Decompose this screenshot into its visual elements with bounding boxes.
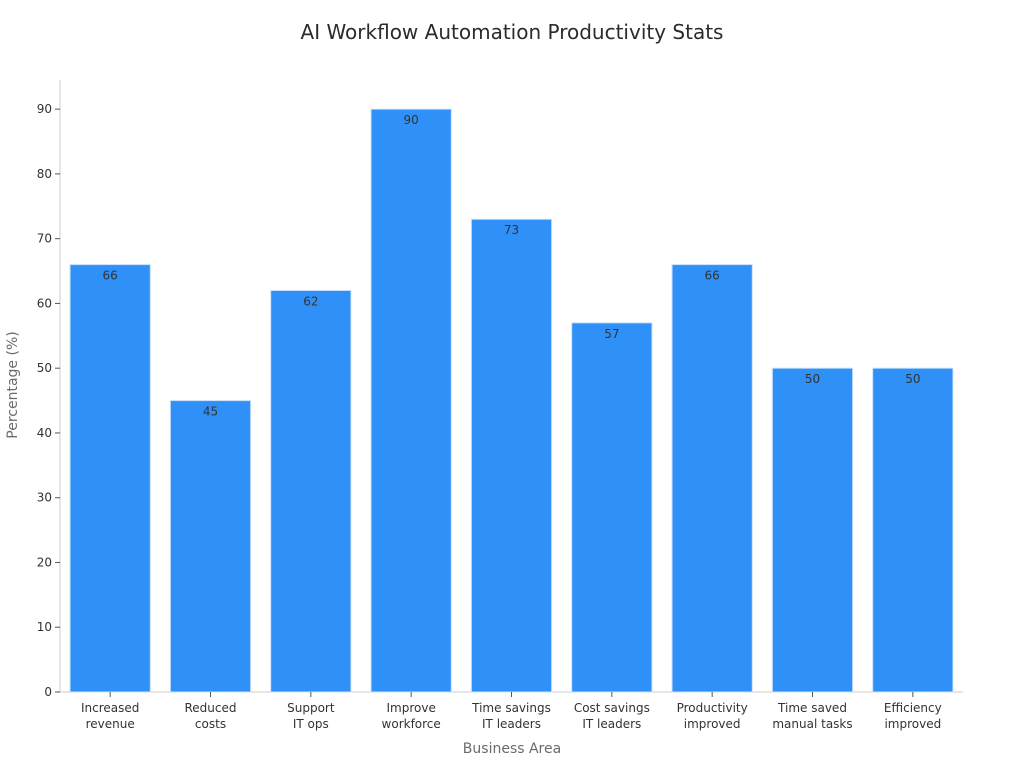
- x-tick-label: Efficiency improved: [884, 701, 942, 731]
- y-tick-label: 20: [37, 555, 52, 569]
- x-tick-label-line: Efficiency: [884, 701, 942, 715]
- bar-value-label: 57: [604, 327, 619, 341]
- y-tick-label: 10: [37, 620, 52, 634]
- bar-value-label: 50: [805, 372, 820, 386]
- bar: [169, 400, 252, 693]
- x-tick-label: Reduced costs: [184, 701, 236, 731]
- y-tick-label: 90: [37, 102, 52, 116]
- y-tick-label: 80: [37, 167, 52, 181]
- bar: [69, 264, 151, 693]
- x-tick-label-line: IT leaders: [482, 717, 541, 731]
- x-tick-label: Improve workforce: [382, 701, 441, 731]
- x-tick-label-line: improved: [884, 717, 941, 731]
- x-tick-label: Time saved manual tasks: [772, 701, 852, 731]
- x-tick-label-line: Increased: [81, 701, 139, 715]
- x-tick-label-line: costs: [195, 717, 226, 731]
- x-tick-label-line: IT ops: [293, 717, 329, 731]
- x-tick-label-line: Improve: [386, 701, 435, 715]
- x-tick-label-line: revenue: [86, 717, 135, 731]
- bar: [470, 218, 553, 693]
- x-tick-label-line: IT leaders: [582, 717, 641, 731]
- x-tick-label-line: Cost savings: [574, 701, 650, 715]
- x-tick-label-line: manual tasks: [772, 717, 852, 731]
- y-tick-label: 70: [37, 232, 52, 246]
- bar: [571, 322, 653, 693]
- x-tick-label-line: Time saved: [777, 701, 847, 715]
- x-tick-label-line: Reduced: [184, 701, 236, 715]
- y-tick-label: 60: [37, 296, 52, 310]
- x-tick-label: Support IT ops: [287, 701, 335, 731]
- bar-value-label: 90: [404, 113, 419, 127]
- y-tick-label: 50: [37, 361, 52, 375]
- bar: [270, 289, 352, 693]
- bar-value-label: 66: [705, 269, 720, 283]
- x-tick-label-line: Time savings: [471, 701, 551, 715]
- y-tick-label: 30: [37, 491, 52, 505]
- bar: [771, 367, 854, 693]
- bar-value-label: 50: [905, 372, 920, 386]
- bar-value-label: 62: [303, 294, 318, 308]
- bar: [872, 367, 954, 693]
- x-tick-label-line: improved: [684, 717, 741, 731]
- y-tick-label: 40: [37, 426, 52, 440]
- x-tick-label: Increased revenue: [81, 701, 139, 731]
- bar: [370, 108, 452, 693]
- chart-title: AI Workflow Automation Productivity Stat…: [300, 20, 724, 44]
- bar-value-label: 73: [504, 223, 519, 237]
- bar: [671, 264, 753, 693]
- x-tick-label: Cost savings IT leaders: [574, 701, 650, 731]
- x-tick-label-line: workforce: [382, 717, 441, 731]
- x-tick-label-line: Support: [287, 701, 335, 715]
- x-tick-label: Time savings IT leaders: [471, 701, 551, 731]
- bar-value-label: 66: [103, 269, 118, 283]
- y-tick-label: 0: [44, 685, 52, 699]
- x-tick-label-line: Productivity: [677, 701, 748, 715]
- x-tick-label: Productivity improved: [677, 701, 748, 731]
- bar-value-label: 45: [203, 405, 218, 419]
- x-axis-title: Business Area: [462, 741, 562, 757]
